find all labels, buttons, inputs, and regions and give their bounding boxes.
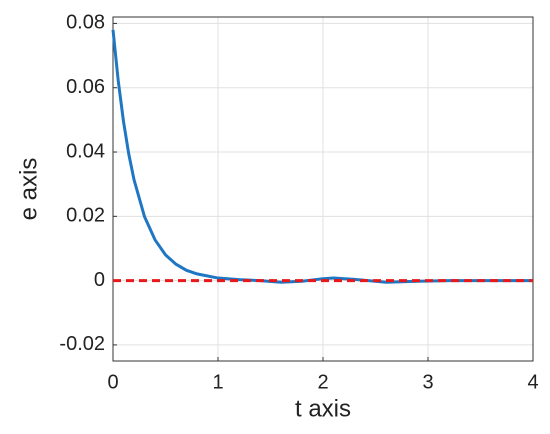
x-tick-label: 2 [317, 371, 328, 393]
x-tick-label: 1 [212, 371, 223, 393]
y-tick-label: 0 [94, 269, 105, 291]
y-tick-label: -0.02 [59, 333, 105, 355]
x-tick-label: 0 [107, 371, 118, 393]
y-tick-label: 0.06 [66, 76, 105, 98]
y-tick-label: 0.08 [66, 12, 105, 34]
y-tick-label: 0.04 [66, 140, 105, 162]
x-tick-label: 3 [422, 371, 433, 393]
x-tick-label: 4 [527, 371, 538, 393]
y-axis-label: e axis [15, 158, 42, 221]
plot-frame [112, 16, 534, 362]
y-tick-label: 0.02 [66, 205, 105, 227]
x-axis-label: t axis [295, 395, 351, 422]
